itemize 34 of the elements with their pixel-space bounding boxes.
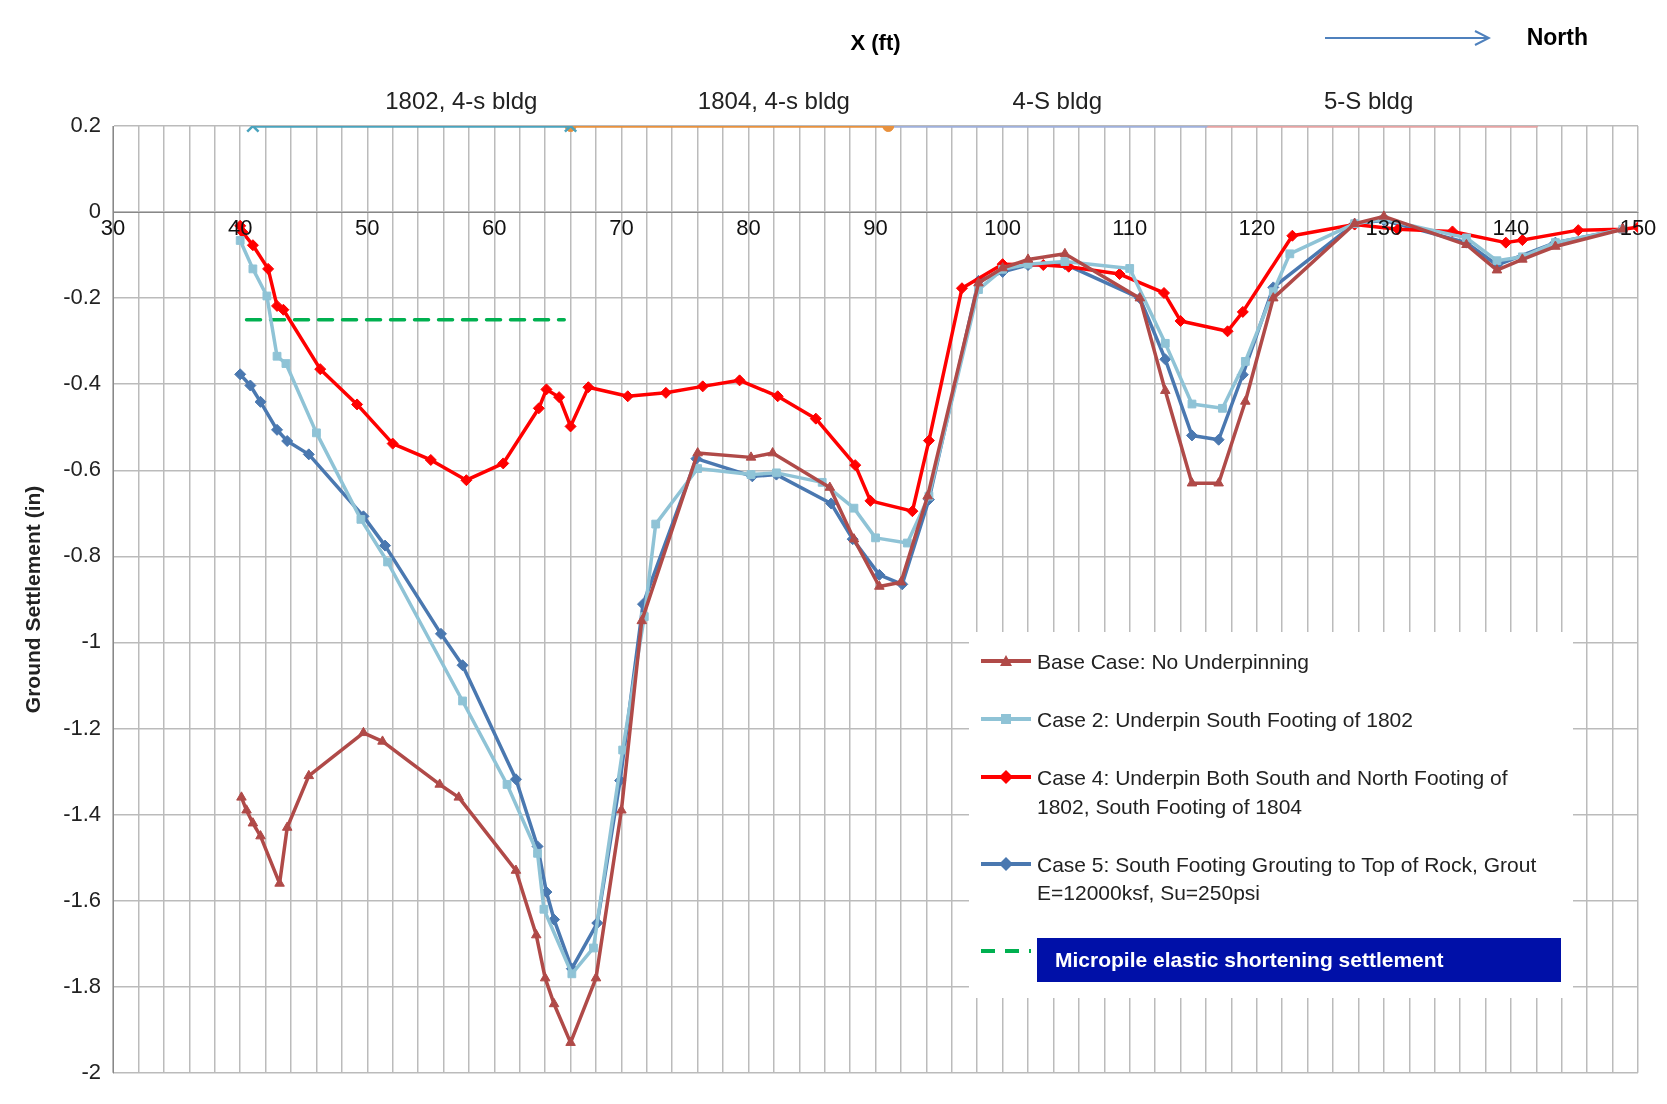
legend-label: Base Case: No Underpinning: [1037, 648, 1309, 675]
x-tick-label: 50: [355, 215, 380, 241]
y-tick-label: -0.4: [63, 370, 102, 396]
y-tick-label: 0.2: [70, 112, 102, 138]
x-tick-label: 100: [984, 215, 1021, 241]
x-tick-label: 120: [1238, 215, 1276, 241]
x-axis-title: X (ft): [850, 30, 901, 55]
y-tick-label: -0.6: [63, 456, 102, 482]
x-tick-label: 90: [863, 215, 888, 241]
text-box: Micropile elastic shortening settlement: [1037, 937, 1561, 982]
y-tick-label: -2: [81, 1058, 102, 1084]
legend-label: Case 5: South Footing Grouting to Top of Rock, Grout E=12000ksf, Su=250psi: [1037, 852, 1538, 907]
annotation: 5-S bldg: [1323, 86, 1414, 114]
y-tick-label: -1.8: [63, 972, 102, 998]
y-tick-label: 0: [88, 198, 102, 224]
x-tick-label: 140: [1492, 215, 1530, 241]
annotation: 1802, 4-s bldg: [385, 86, 538, 114]
y-tick-label: -1: [81, 628, 102, 654]
x-tick-label: 60: [482, 215, 507, 241]
annotation: 1804, 4-s bldg: [697, 86, 850, 114]
y-tick-label: -0.2: [63, 284, 102, 310]
text: North: [1526, 24, 1588, 51]
annotation: 4-S bldg: [1012, 86, 1102, 114]
x-tick-label: 80: [736, 215, 761, 241]
legend-label: Case 4: Underpin Both South and North Footing of 1802, South Footing of 1804: [1037, 765, 1509, 820]
y-tick-label: -0.8: [63, 542, 102, 568]
y-tick-label: -1.2: [63, 714, 102, 740]
x-tick-label: 30: [100, 215, 126, 241]
x-tick-label: 110: [1112, 215, 1148, 241]
y-tick-label: -1.6: [63, 886, 102, 912]
y-tick-label: -1.4: [63, 800, 102, 826]
x-tick-label: 70: [609, 215, 634, 241]
legend-label: Case 2: Underpin South Footing of 1802: [1037, 707, 1413, 734]
y-axis-title: Ground Settlement (in): [21, 485, 45, 714]
